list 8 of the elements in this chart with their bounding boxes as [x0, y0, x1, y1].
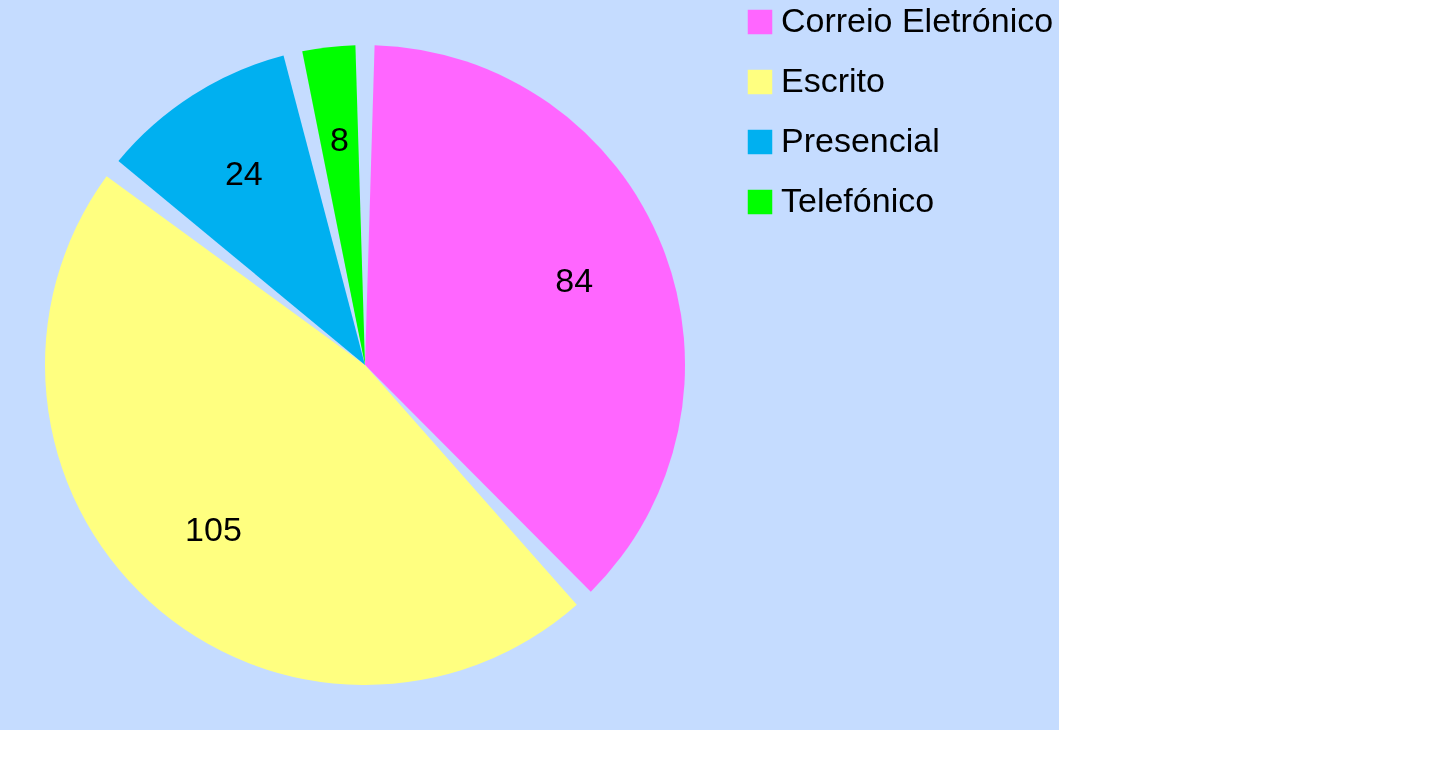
- data-label: 8: [330, 120, 349, 159]
- legend-label: Correio Eletrónico: [781, 1, 1054, 39]
- data-label: 105: [185, 510, 242, 549]
- data-label: 24: [224, 154, 263, 193]
- legend-label: Telefónico: [781, 181, 935, 219]
- legend-label: Presencial: [781, 121, 940, 159]
- data-label: 84: [555, 261, 594, 300]
- legend-label: Escrito: [781, 61, 885, 99]
